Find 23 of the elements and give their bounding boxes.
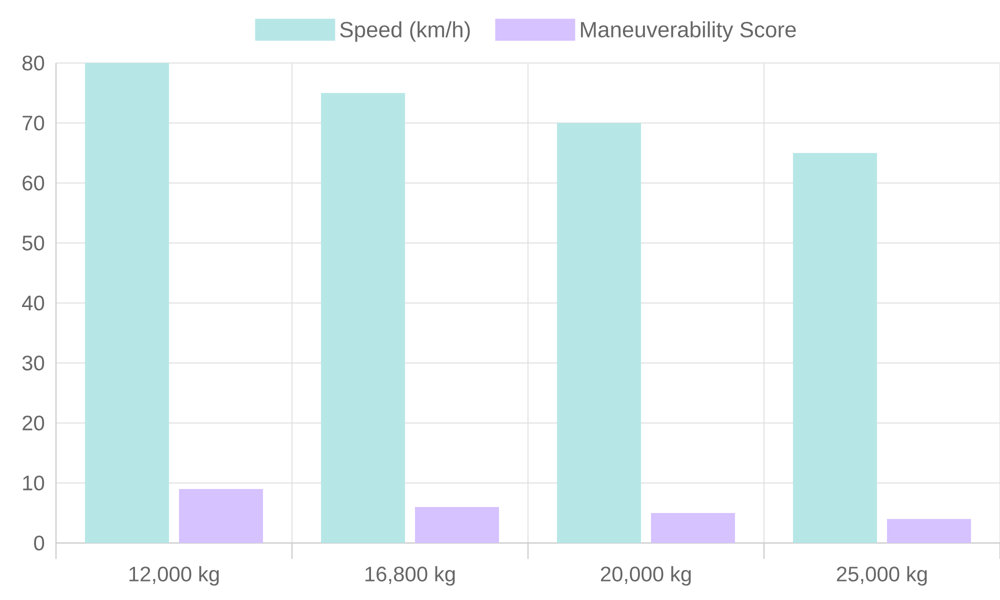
bar: [415, 507, 500, 544]
bar: [887, 519, 972, 544]
x-tick-label: 12,000 kg: [129, 566, 219, 586]
y-tick-label: 40: [22, 296, 44, 310]
x-tick-label: 20,000 kg: [600, 566, 691, 586]
x-tick-label: 16,800 kg: [365, 566, 455, 586]
bar: [179, 489, 263, 544]
bar: [321, 93, 406, 544]
y-tick-label: 20: [22, 416, 44, 430]
bar: [793, 153, 878, 544]
y-tick-label: 60: [22, 176, 44, 190]
y-tick-label: 10: [23, 476, 44, 490]
legend-label: Maneuverability Score: [581, 21, 796, 42]
y-tick-label: 50: [22, 236, 44, 250]
y-tick-label: 70: [22, 116, 44, 130]
y-tick-label: 30: [22, 356, 44, 370]
bar: [557, 123, 642, 544]
y-tick-label: 80: [22, 56, 44, 70]
bar: [651, 513, 736, 544]
legend-label: Speed (km/h): [340, 21, 470, 42]
bar: [85, 63, 169, 544]
x-tick-label: 25,000 kg: [836, 566, 927, 586]
y-tick-label: 0: [34, 536, 44, 550]
